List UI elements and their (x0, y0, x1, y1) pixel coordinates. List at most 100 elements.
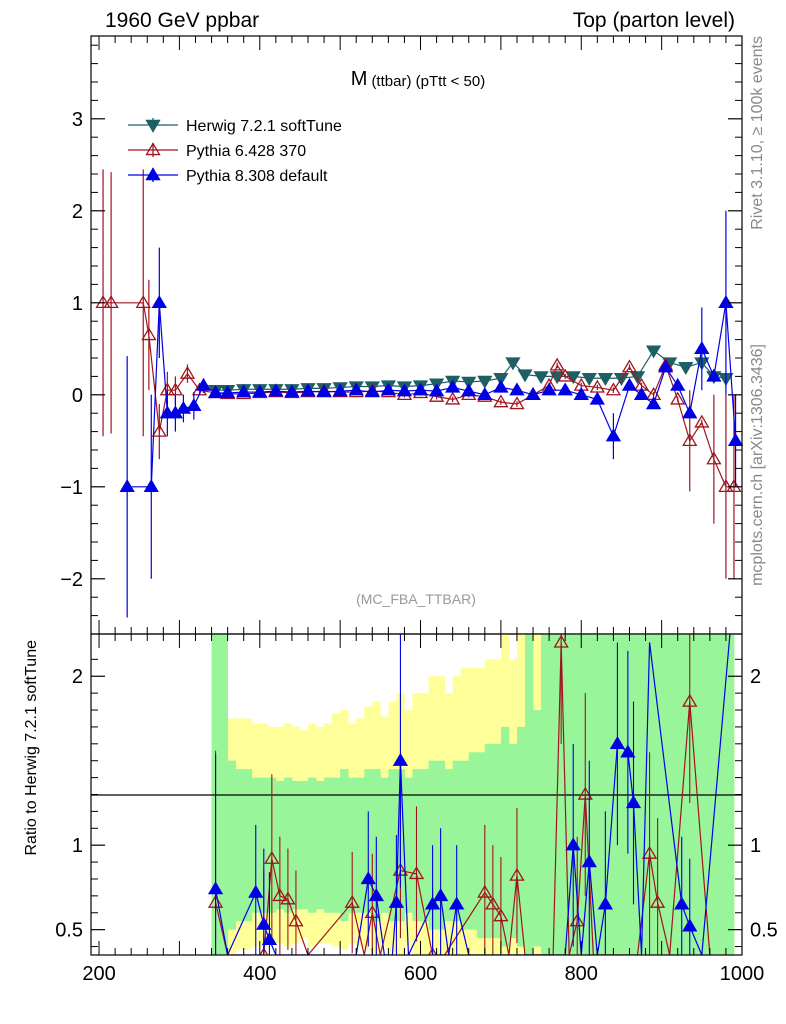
data-point-2-36 (645, 396, 662, 410)
green-band-38 (516, 726, 526, 947)
main-plot-ticks: −2 −1 0 1 2 3 (60, 36, 743, 635)
ratio-point-0-3 (259, 947, 269, 955)
data-point-2-33 (605, 428, 622, 442)
green-band-15 (332, 777, 341, 913)
data-point-2-37 (658, 359, 674, 373)
ratio-point-0-14 (408, 866, 425, 880)
data-point-0-21 (533, 371, 549, 385)
ratio-point-0-35 (682, 693, 698, 707)
data-point-2-18 (364, 384, 380, 398)
data-point-1-32 (557, 368, 573, 382)
green-band-17 (348, 777, 357, 913)
ratio-data (207, 634, 731, 955)
ratio-point-1-3 (256, 916, 272, 930)
data-point-1-40 (670, 391, 686, 405)
data-point-1-4 (151, 423, 167, 437)
green-band-4 (243, 769, 253, 922)
ratio-y-tick-label-left-2: 2 (72, 666, 83, 688)
data-point-2-26 (493, 379, 509, 393)
data-point-2-40 (694, 341, 710, 355)
main-plot-data (95, 169, 744, 618)
ratio-point-1-25 (565, 837, 581, 851)
data-point-0-28 (645, 345, 662, 359)
y-tick-label-4: 2 (72, 201, 83, 223)
data-point-2-6 (186, 398, 202, 412)
ratio-point-0-17 (477, 884, 493, 898)
data-point-2-24 (461, 383, 477, 397)
ratio-point-1-29 (597, 896, 614, 910)
mcplots-side-label: mcplots.cern.ch [arXiv:1306.3436] (749, 344, 766, 586)
ratio-point-0-6 (280, 891, 296, 905)
data-point-2-13 (284, 384, 300, 398)
legend-marker-1 (145, 142, 161, 156)
data-point-2-10 (236, 384, 252, 398)
green-band-33 (476, 752, 486, 939)
x-tick-label-2: 600 (404, 963, 437, 985)
data-point-1-45 (726, 479, 742, 493)
data-point-2-28 (525, 387, 541, 401)
data-point-2-12 (268, 383, 284, 397)
ratio-point-0-15 (427, 947, 438, 955)
data-point-0-16 (461, 376, 477, 390)
ratio-plot-panel: 0.5 0.5 1 1 2 2 200 400 600 800 1000 Ratio to Herw… (23, 633, 778, 985)
data-point-2-34 (621, 377, 638, 391)
data-point-1-24 (445, 391, 461, 405)
ratio-point-0-4 (264, 850, 280, 864)
green-band-21 (380, 777, 389, 913)
series-line-0 (215, 349, 727, 391)
data-point-2-22 (428, 383, 445, 397)
ratio-point-1-4 (261, 932, 278, 945)
ratio-point-1-30 (609, 736, 626, 750)
data-point-2-27 (509, 382, 525, 396)
green-band-30 (452, 760, 462, 922)
ratio-point-0-24 (553, 634, 569, 648)
data-point-2-39 (682, 405, 698, 419)
green-band-9 (283, 777, 293, 913)
green-band-6 (259, 777, 269, 913)
green-band-31 (460, 760, 470, 930)
data-point-2-43 (727, 433, 744, 447)
data-point-2-16 (332, 383, 348, 397)
green-band-10 (291, 780, 301, 910)
x-tick-label-3: 800 (565, 963, 598, 985)
data-point-1-36 (621, 359, 638, 373)
ratio-point-0-11 (364, 904, 380, 918)
green-band-12 (308, 777, 317, 913)
plot-title: M (ttbar) (pTtt < 50) (351, 68, 485, 90)
data-point-2-20 (396, 383, 413, 397)
data-point-2-9 (219, 385, 236, 399)
ratio-point-1-17 (432, 888, 449, 902)
green-band-11 (299, 780, 309, 910)
ratio-plot-ticks: 0.5 0.5 1 1 2 2 200 400 600 800 1000 (55, 634, 778, 985)
ratio-point-1-13 (388, 894, 405, 908)
ratio-point-1-31 (620, 744, 636, 758)
ratio-point-1-14 (392, 752, 409, 766)
ratio-point-0-19 (493, 908, 509, 922)
data-point-0-25 (597, 373, 614, 387)
data-point-0-17 (477, 375, 493, 389)
green-band-34 (484, 743, 494, 939)
data-point-1-0 (95, 295, 111, 309)
data-point-1-44 (718, 479, 734, 493)
data-point-2-15 (316, 384, 332, 398)
ratio-point-0-26 (569, 913, 585, 927)
green-band-24 (404, 777, 413, 913)
data-point-1-42 (694, 414, 710, 428)
data-point-2-42 (718, 295, 734, 309)
data-point-2-7 (195, 377, 212, 391)
data-point-1-3 (141, 327, 157, 341)
green-band-16 (340, 769, 349, 922)
ratio-point-1-35 (674, 896, 690, 910)
green-band-37 (508, 743, 518, 939)
legend-marker-0 (145, 119, 161, 133)
data-point-2-32 (589, 391, 605, 405)
ratio-point-0-18 (485, 896, 501, 910)
ratio-y-tick-label-right-2: 2 (750, 666, 761, 688)
ratio-y-axis-label: Ratio to Herwig 7.2.1 softTune (23, 640, 40, 856)
y-tick-label-0: −2 (60, 569, 83, 591)
data-point-0-24 (581, 373, 597, 387)
header-left: 1960 GeV ppbar (105, 9, 259, 32)
data-point-2-38 (670, 377, 686, 391)
data-point-2-8 (207, 385, 224, 399)
